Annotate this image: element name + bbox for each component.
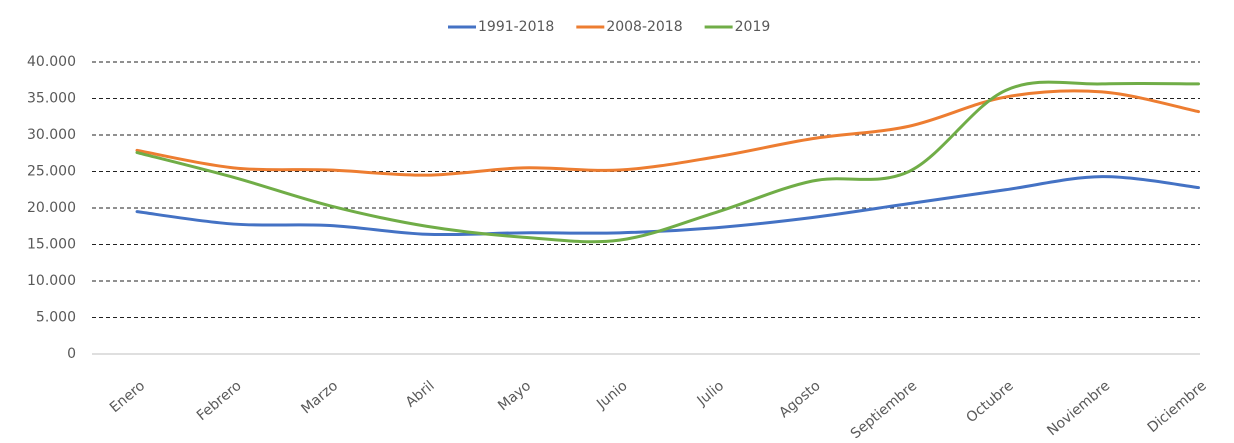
legend-label: 2019 [735,19,771,35]
series-line [135,89,1200,177]
x-tick-label: Febrero [194,378,245,424]
y-tick-label: 5.000 [36,310,76,326]
y-tick-label: 0 [67,346,76,362]
y-tick-label: 35.000 [27,91,76,107]
x-tick-label: Octubre [963,378,1016,426]
series-line [135,175,1200,237]
series-line [135,80,1200,244]
y-tick-label: 30.000 [27,127,76,143]
x-tick-label: Agosto [776,378,823,421]
y-tick-label: 25.000 [27,164,76,180]
x-tick-label: Mayo [495,378,534,414]
x-tick-label: Abril [403,378,438,411]
y-tick-label: 15.000 [27,237,76,253]
x-tick-label: Julio [694,378,728,410]
legend-label: 2008-2018 [606,19,682,35]
y-tick-label: 20.000 [27,200,76,216]
x-tick-label: Diciembre [1145,378,1210,436]
y-tick-label: 40.000 [27,54,76,70]
x-tick-label: Noviembre [1044,378,1113,439]
x-tick-label: Junio [593,378,630,413]
y-tick-label: 10.000 [27,273,76,289]
x-tick-label: Enero [107,378,148,416]
x-tick-label: Marzo [298,378,341,417]
x-tick-label: Septiembre [848,378,920,442]
legend-label: 1991-2018 [478,19,554,35]
